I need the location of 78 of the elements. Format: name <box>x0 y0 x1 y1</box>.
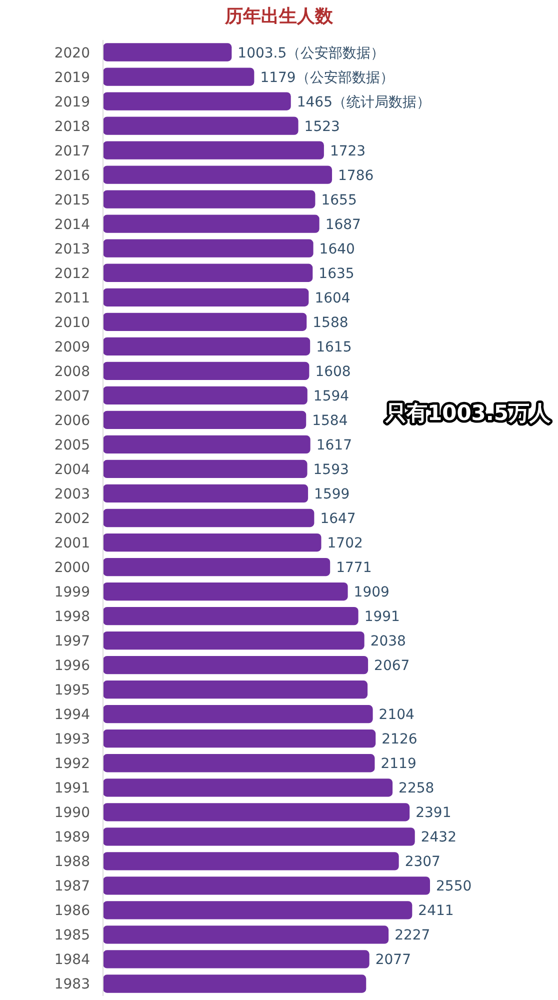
y-tick-label: 1986 <box>54 903 90 920</box>
data-label: 2391 <box>416 805 452 822</box>
data-label: 1465（统计局数据） <box>296 94 431 110</box>
y-tick-label: 2019 <box>54 94 90 110</box>
y-tick-label: 1996 <box>54 658 90 674</box>
data-label: 2077 <box>375 952 411 968</box>
data-label: 1786 <box>338 168 374 184</box>
data-label: 2227 <box>394 928 430 944</box>
y-tick-label: 2020 <box>54 45 90 62</box>
data-label: 2550 <box>436 878 472 895</box>
data-label: 1640 <box>319 241 355 258</box>
data-label: 1723 <box>330 143 366 160</box>
y-tick-label: 1998 <box>54 609 90 626</box>
y-tick-label: 2001 <box>54 536 90 552</box>
y-tick-label: 1994 <box>54 707 90 724</box>
y-tick-label: 2005 <box>54 437 90 454</box>
y-tick-label: 2002 <box>54 511 90 527</box>
y-tick-label: 1988 <box>54 854 90 870</box>
y-tick-label: 2016 <box>54 168 90 184</box>
y-tick-label: 1991 <box>54 780 90 797</box>
y-tick-label: 2017 <box>54 143 90 160</box>
y-tick-label: 2019 <box>54 70 90 86</box>
y-tick-label: 2008 <box>54 364 90 380</box>
data-label: 2119 <box>380 756 416 772</box>
data-label: 1604 <box>314 290 350 306</box>
data-label: 1599 <box>314 486 350 502</box>
y-tick-label: 1999 <box>54 584 90 601</box>
data-label: 2067 <box>374 658 410 674</box>
data-label: 1655 <box>321 192 357 208</box>
data-label: 1593 <box>313 462 349 478</box>
data-label: 2038 <box>370 634 406 650</box>
y-tick-label: 2013 <box>54 241 90 258</box>
data-label: 1179（公安部数据） <box>260 70 394 86</box>
chart-title: 历年出生人数 <box>224 6 334 27</box>
data-label: 1617 <box>316 437 352 454</box>
y-tick-label: 2015 <box>54 192 90 208</box>
y-tick-label: 1997 <box>54 634 90 650</box>
data-label: 2126 <box>382 732 418 748</box>
data-label: 1608 <box>315 364 351 380</box>
data-label: 1523 <box>304 118 340 135</box>
data-label: 2307 <box>404 854 440 870</box>
data-label: 1584 <box>312 412 348 429</box>
y-tick-label: 1983 <box>54 976 90 993</box>
data-label: 1771 <box>336 560 372 576</box>
y-tick-label: 2011 <box>54 290 90 306</box>
data-label: 2258 <box>398 780 434 797</box>
y-tick-label: 1993 <box>54 732 90 748</box>
data-label: 2432 <box>420 830 457 846</box>
y-tick-label: 1984 <box>54 952 90 968</box>
y-tick-label: 2014 <box>54 216 90 233</box>
data-label: 1594 <box>313 388 350 404</box>
y-tick-label: 2000 <box>54 560 90 576</box>
y-tick-label: 1990 <box>54 805 90 822</box>
y-tick-label: 2012 <box>54 266 90 282</box>
y-tick-label: 2010 <box>54 314 90 331</box>
data-label: 1588 <box>312 314 348 331</box>
y-tick-label: 2018 <box>54 118 90 135</box>
y-tick-label: 1989 <box>54 830 90 846</box>
data-label: 2104 <box>378 707 415 724</box>
y-tick-label: 1987 <box>54 878 90 895</box>
data-label: 2411 <box>418 903 454 920</box>
y-tick-label: 2003 <box>54 486 90 502</box>
data-label: 1991 <box>364 609 400 626</box>
y-tick-label: 2006 <box>54 412 90 429</box>
annotation: 只有1003.5万人 <box>384 401 552 425</box>
data-label: 1687 <box>325 216 361 233</box>
data-label: 1909 <box>354 584 390 601</box>
data-label: 1635 <box>318 266 354 282</box>
y-tick-label: 2009 <box>54 339 90 356</box>
data-label: 1702 <box>327 536 363 552</box>
y-tick-label: 1985 <box>54 928 90 944</box>
y-tick-label: 1995 <box>54 682 90 699</box>
y-tick-label: 1992 <box>54 756 90 772</box>
y-tick-label: 2007 <box>54 388 90 404</box>
y-tick-label: 2004 <box>54 462 90 478</box>
data-label: 1003.5（公安部数据） <box>238 45 385 62</box>
data-label: 1615 <box>316 339 352 356</box>
data-label: 1647 <box>320 511 356 527</box>
